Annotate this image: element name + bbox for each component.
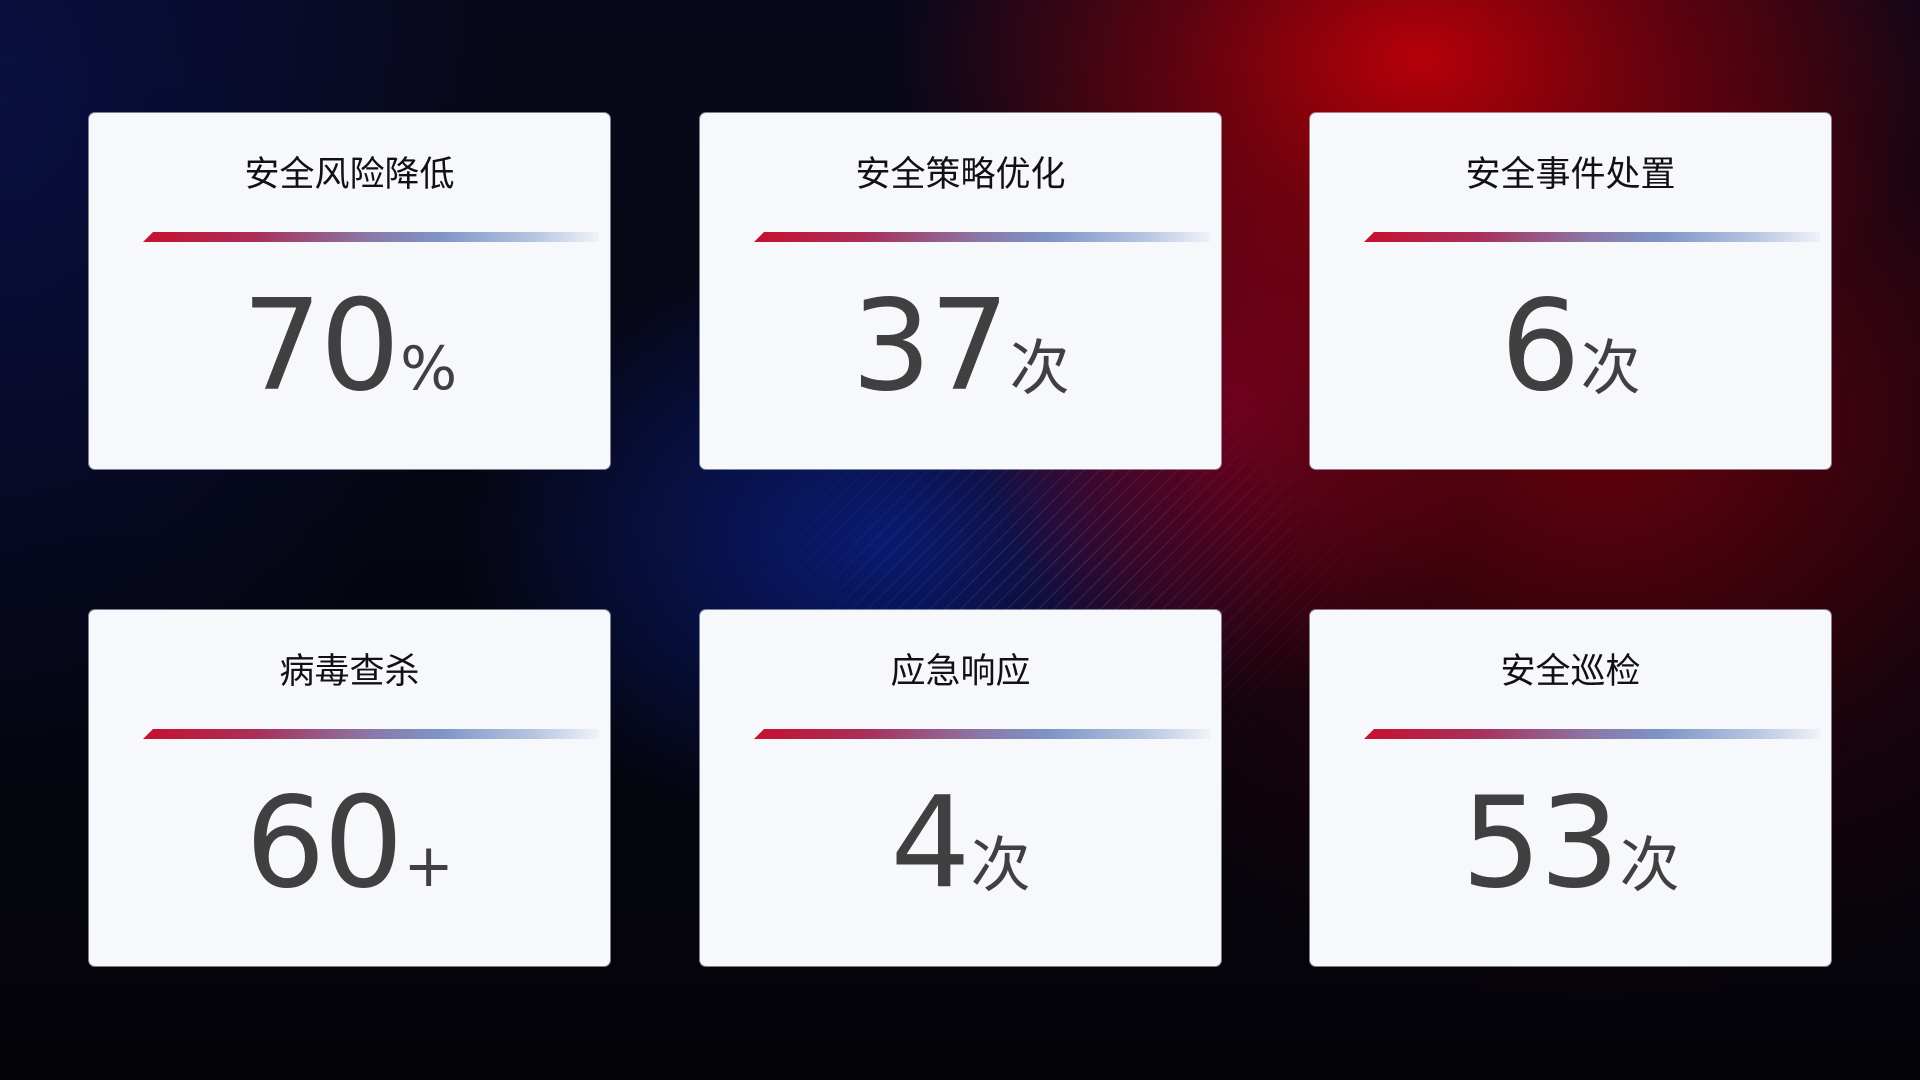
- stat-title: 安全策略优化: [855, 155, 1066, 195]
- gradient-divider: [754, 232, 1210, 242]
- stat-card: 安全巡检 53次: [1310, 610, 1831, 966]
- stat-unit: 次: [1619, 831, 1680, 901]
- gradient-divider: [143, 729, 599, 739]
- stat-value: 37次: [700, 283, 1221, 409]
- gradient-divider: [143, 232, 599, 242]
- stat-value: 4次: [700, 780, 1221, 906]
- stat-card: 安全策略优化 37次: [700, 113, 1221, 469]
- stat-number: 4: [890, 769, 970, 916]
- stat-title: 安全风险降低: [244, 155, 455, 195]
- gradient-divider: [754, 729, 1210, 739]
- gradient-divider: [1364, 232, 1820, 242]
- stat-unit: 次: [1009, 334, 1070, 404]
- stat-number: 60: [245, 769, 403, 916]
- stat-title: 安全巡检: [1500, 652, 1641, 692]
- stat-value: 53次: [1310, 780, 1831, 906]
- stat-unit: 次: [970, 831, 1031, 901]
- stat-number: 53: [1461, 769, 1619, 916]
- stat-title: 安全事件处置: [1465, 155, 1676, 195]
- gradient-divider: [1364, 729, 1820, 739]
- stat-title: 病毒查杀: [279, 652, 420, 692]
- stat-title: 应急响应: [890, 652, 1031, 692]
- stat-card: 安全风险降低 70%: [89, 113, 610, 469]
- stat-number: 37: [851, 272, 1009, 419]
- stat-value: 60+: [89, 780, 610, 906]
- stat-card: 病毒查杀 60+: [89, 610, 610, 966]
- stat-unit: +: [403, 831, 454, 901]
- stat-card: 应急响应 4次: [700, 610, 1221, 966]
- stat-unit: %: [400, 334, 458, 404]
- stat-card: 安全事件处置 6次: [1310, 113, 1831, 469]
- stat-number: 6: [1500, 272, 1580, 419]
- stat-number: 70: [241, 272, 400, 419]
- stat-value: 6次: [1310, 283, 1831, 409]
- stat-value: 70%: [89, 283, 610, 409]
- stat-unit: 次: [1580, 334, 1641, 404]
